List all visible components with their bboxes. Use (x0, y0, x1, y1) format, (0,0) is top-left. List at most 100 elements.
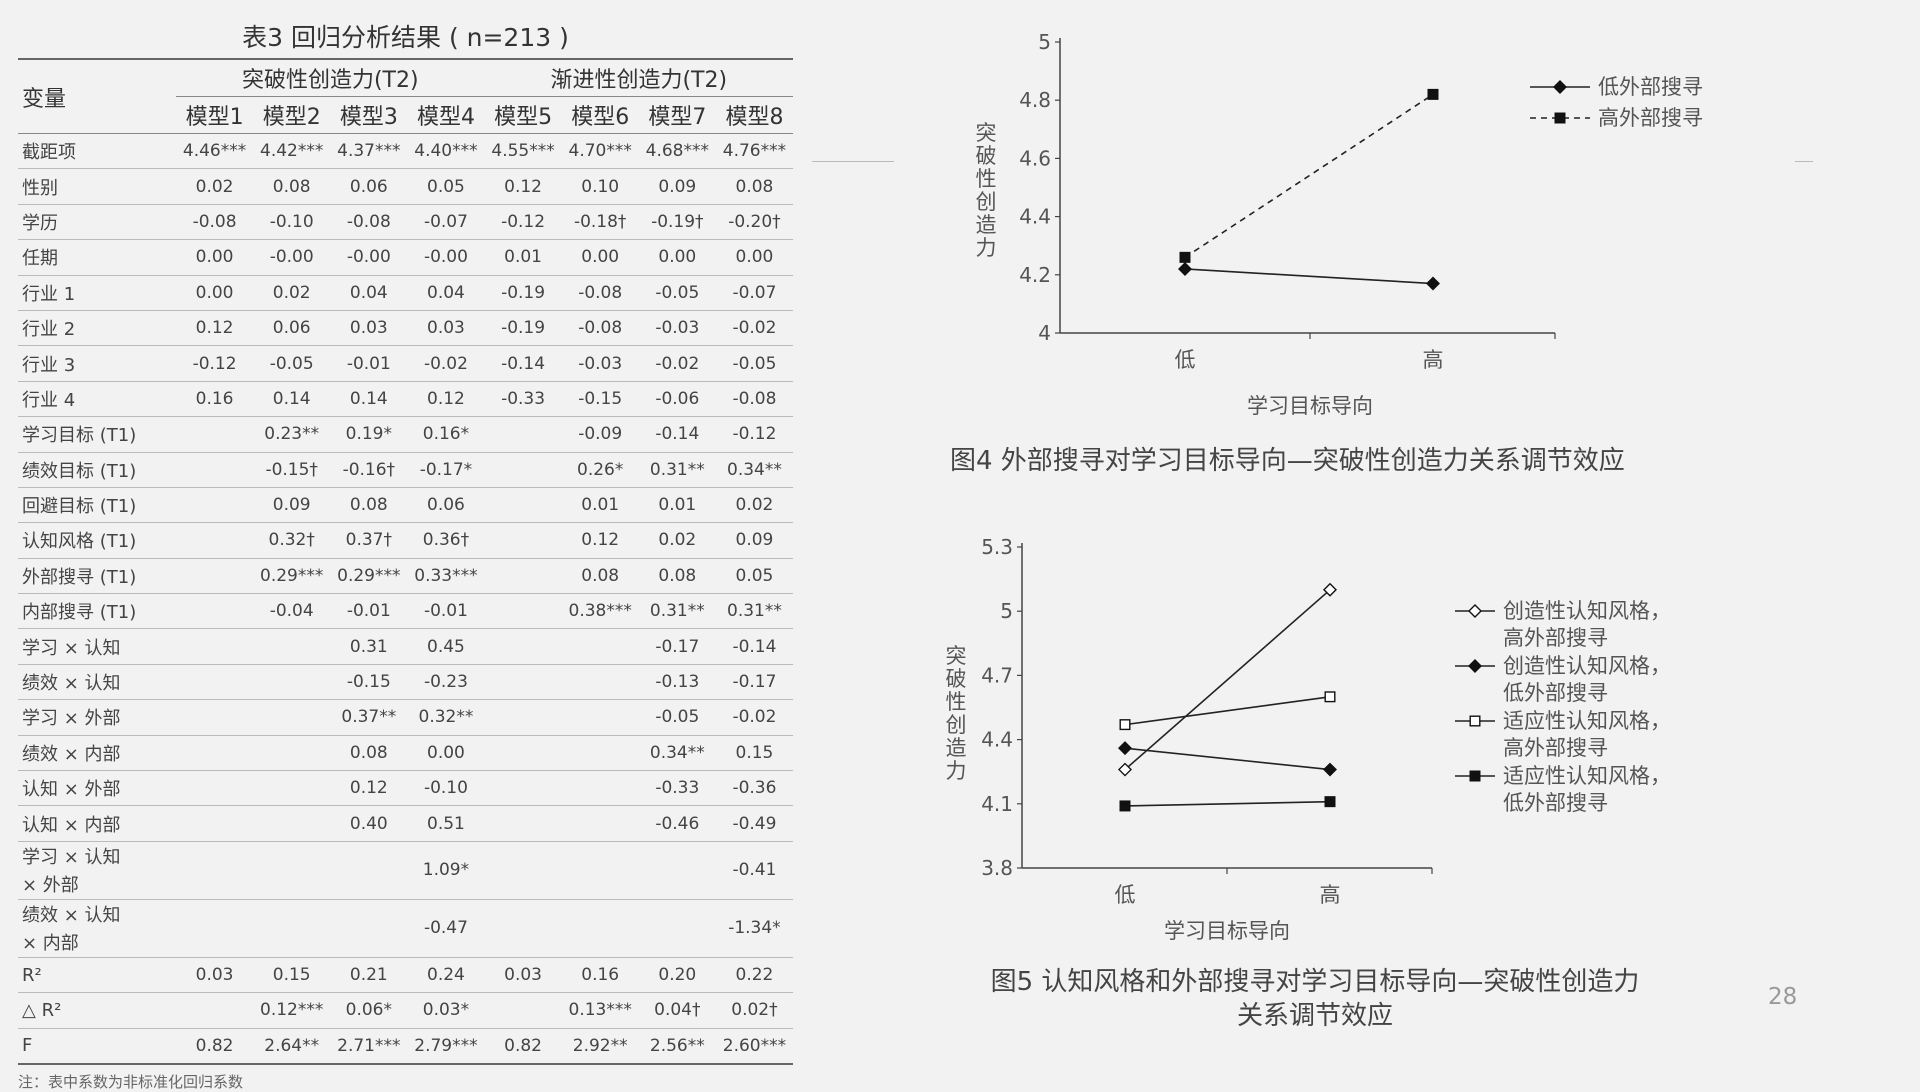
table-cell (484, 699, 562, 736)
table-cell: 0.12 (561, 522, 639, 559)
row-label: 性别 (18, 168, 176, 205)
table-cell: -0.02 (715, 699, 793, 736)
table-cell (176, 416, 254, 453)
table-cell: -0.02 (407, 345, 485, 382)
series-line (1124, 747, 1331, 771)
table-cell (561, 628, 639, 665)
row-label: 任期 (18, 239, 176, 276)
table-cell: -0.10 (253, 204, 331, 241)
table-cell: 0.00 (407, 735, 485, 772)
table-cell: 0.34** (715, 452, 793, 488)
table-row: F 0.82 2.64** 2.71*** 2.79*** 0.82 2.92** 2.56*… (18, 1028, 793, 1065)
table-cell: 0.20 (638, 957, 716, 994)
table-cell: 0.34** (638, 735, 716, 772)
table-cell (176, 487, 254, 524)
table-cell: 2.60*** (715, 1028, 793, 1065)
row-label-text: 学习 × 认知 (22, 847, 121, 869)
data-point (1178, 261, 1192, 276)
y-tick-label: 4.6 (1019, 146, 1051, 170)
table-cell: 0.00 (561, 239, 639, 276)
table-cell: 2.79*** (407, 1028, 485, 1065)
table-cell: -0.08 (561, 310, 639, 347)
table-cell: 0.05 (715, 558, 793, 595)
table-cell: 0.03 (330, 310, 408, 347)
table-cell (484, 593, 562, 630)
table-cell: 0.29*** (330, 558, 408, 595)
legend-label-2: 高外部搜寻 (1503, 736, 1608, 760)
table-row: 任期 0.00 -0.00 -0.00 -0.00 0.01 0.00 0.00 0.00 (18, 239, 793, 276)
table-cell: 0.00 (176, 239, 254, 276)
table-cell: 4.70*** (561, 133, 639, 170)
row-label-text: 认知风格 (T1) (22, 531, 137, 553)
row-label: 学习目标 (T1) (18, 416, 176, 453)
table-cell (176, 628, 254, 665)
table-cell (484, 452, 562, 488)
table-cell (176, 452, 254, 488)
legend-label: 低外部搜寻 (1598, 75, 1703, 99)
row-label-text: 认知 × 内部 (22, 814, 121, 836)
table-row: △ R² 0.12*** 0.06* 0.03* 0.13*** 0.04† 0.02† (18, 992, 793, 1029)
y-tick-label: 3.8 (981, 856, 1013, 880)
table-cell: 0.06 (407, 487, 485, 524)
row-label-text: 截距项 (22, 142, 76, 164)
table-row: 回避目标 (T1) 0.09 0.08 0.06 0.01 0.01 0.02 (18, 487, 793, 524)
table-cell: -0.08 (715, 381, 793, 418)
data-point (1323, 582, 1337, 597)
series-line (1184, 268, 1434, 285)
series-line (1124, 800, 1331, 807)
table-cell: 0.06* (330, 992, 408, 1029)
table-cell: 0.33*** (407, 558, 485, 595)
table-row: R² 0.03 0.15 0.21 0.24 0.03 0.16 0.20 0.22 (18, 957, 793, 994)
table-cell: -0.41 (715, 841, 793, 900)
row-label: 学历 (18, 204, 176, 241)
table-cell: -0.14 (715, 628, 793, 665)
row-label: 绩效 × 认知 × 内部 (18, 899, 176, 958)
y-tick-label: 4.4 (1019, 205, 1051, 229)
x-axis-label: 学习目标导向 (1247, 394, 1373, 418)
table-cell (561, 735, 639, 772)
table-cell: 0.00 (638, 239, 716, 276)
row-label-text: R² (22, 964, 42, 986)
table-row: 认知 × 内部 0.40 0.51 -0.46 -0.49 (18, 805, 793, 842)
row-label: 绩效 × 内部 (18, 735, 176, 772)
table-cell: 0.01 (484, 239, 562, 276)
table-cell (484, 841, 562, 900)
table-cell: -0.00 (253, 239, 331, 276)
table-cell: 0.31** (715, 593, 793, 630)
table-cell: 0.01 (638, 487, 716, 524)
table-cell: 0.09 (715, 522, 793, 559)
table-cell: -0.36 (715, 770, 793, 807)
series-line (1124, 589, 1331, 771)
table-cell: 0.12 (330, 770, 408, 807)
table-cell: -0.15† (253, 452, 331, 488)
table-cell: 0.02 (638, 522, 716, 559)
y-tick-label: 4.4 (981, 728, 1013, 752)
table-cell: 0.24 (407, 957, 485, 994)
series-2: 创造性认知风格， 低外部搜寻 (1118, 654, 1671, 777)
table-cell: 0.14 (253, 381, 331, 418)
divider-line (1795, 161, 1813, 162)
row-label-text: 性别 (22, 177, 58, 199)
data-point (1119, 800, 1131, 812)
table-cell (253, 805, 331, 842)
table-cell: -0.08 (176, 204, 254, 241)
figure4-caption: 图4 外部搜寻对学习目标导向—突破性创造力关系调节效应 (950, 446, 1625, 476)
table-cell (176, 522, 254, 559)
legend-label: 适应性认知风格， (1503, 764, 1671, 788)
table-cell: 0.04† (638, 992, 716, 1029)
data-point (1554, 112, 1566, 124)
data-point (1324, 796, 1336, 808)
table-cell: -0.09 (561, 416, 639, 453)
table-cell: 1.09* (407, 841, 485, 900)
table-cell: -0.46 (638, 805, 716, 842)
data-point (1427, 88, 1439, 100)
regression-table-panel: 表3 回归分析结果 ( n=213 ) 变量 突破性创造力(T2) 渐进性创造力… (18, 20, 793, 1092)
table-cell: 0.02 (176, 168, 254, 205)
data-point (1468, 604, 1482, 618)
table-cell: 4.40*** (407, 133, 485, 170)
legend-label-2: 低外部搜寻 (1503, 681, 1608, 705)
model-header-row: 模型1 模型2 模型3 模型4 模型5 模型6 模型7 模型8 (18, 97, 793, 134)
table-cell (330, 841, 408, 900)
divider-line (812, 161, 894, 162)
